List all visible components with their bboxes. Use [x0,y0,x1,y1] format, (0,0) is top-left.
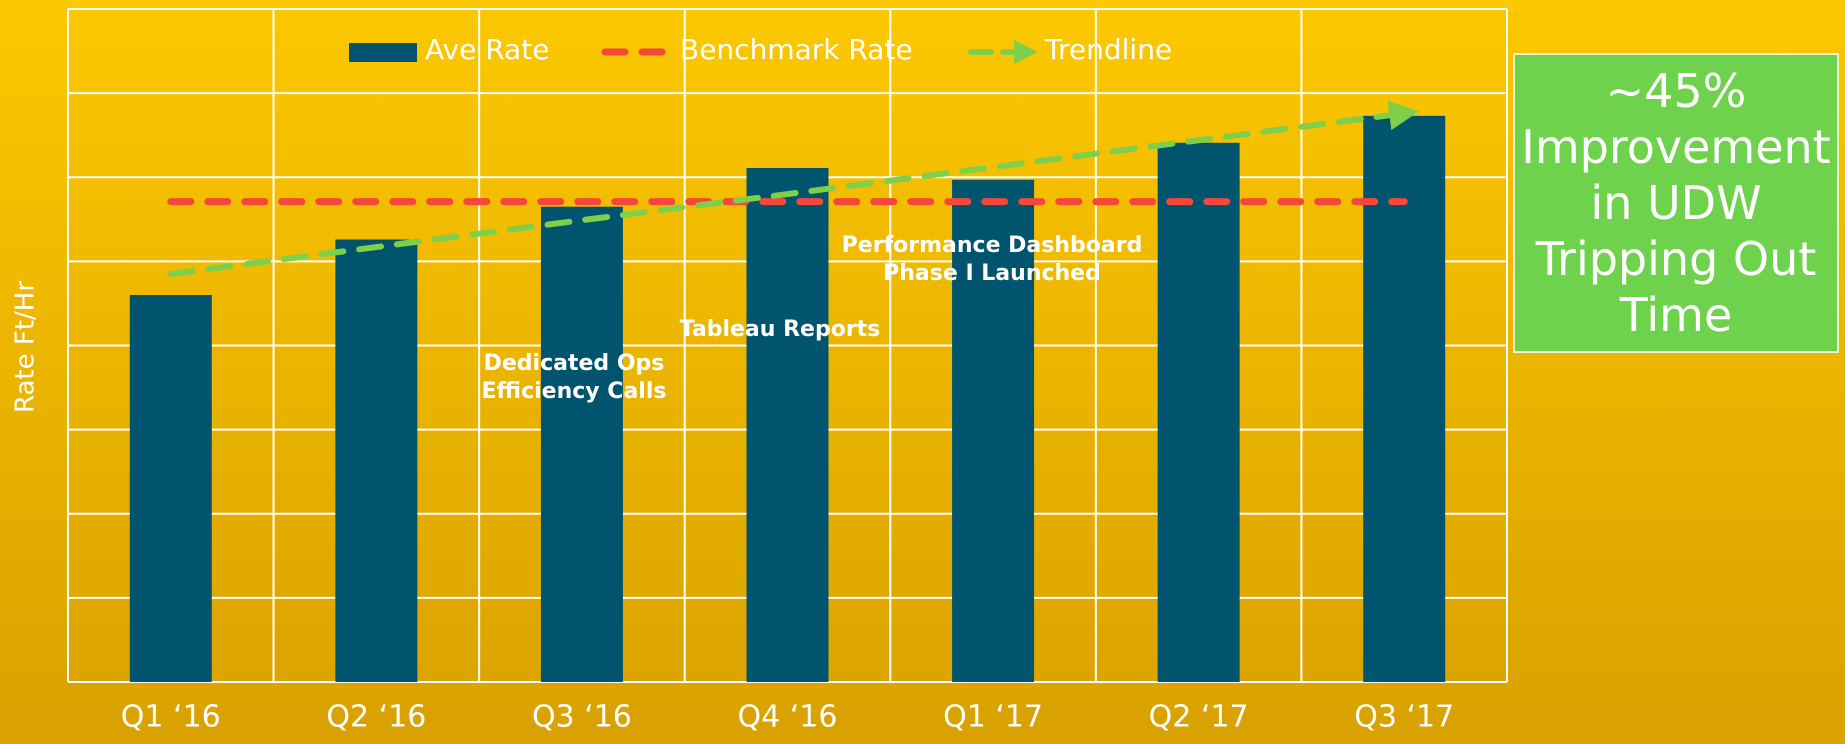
annotation: Tableau Reports [680,317,881,342]
bar [1363,115,1446,683]
bar [129,295,212,682]
y-axis-label: Rate Ft/Hr [11,281,41,413]
legend-label: Trendline [1044,33,1172,66]
x-tick-label: Q1 ‘17 [943,700,1043,735]
line [167,100,1420,277]
callout-line: Time [1619,288,1733,342]
annotation: Performance Dashboard [842,233,1143,258]
legend-arrow [1014,40,1038,64]
legend-swatch [349,43,417,62]
x-tick-label: Q1 ‘16 [121,700,221,735]
x-tick-label: Q4 ‘16 [738,700,838,735]
callout-line: Improvement [1521,120,1831,174]
x-tick-label: Q2 ‘17 [1149,700,1249,735]
bar [1157,142,1240,683]
bar [746,167,829,683]
callout-line: Tripping Out [1535,232,1817,286]
bar [540,206,623,682]
bar [952,179,1035,682]
callout-line: ~45% [1605,64,1747,118]
legend-label: Benchmark Rate [680,33,913,66]
bar [335,239,418,682]
callout-line: in UDW [1590,176,1762,230]
callout: ~45% Improvement in UDW Tripping Out Time [1513,53,1839,353]
x-tick-label: Q3 ‘16 [532,700,632,735]
annotation: Efficiency Calls [482,379,667,404]
annotation: Phase I Launched [883,261,1101,286]
x-tick-label: Q2 ‘16 [326,700,426,735]
annotation: Dedicated Ops [484,351,665,376]
legend-label: Ave Rate [425,33,549,66]
x-tick-label: Q3 ‘17 [1354,700,1454,735]
